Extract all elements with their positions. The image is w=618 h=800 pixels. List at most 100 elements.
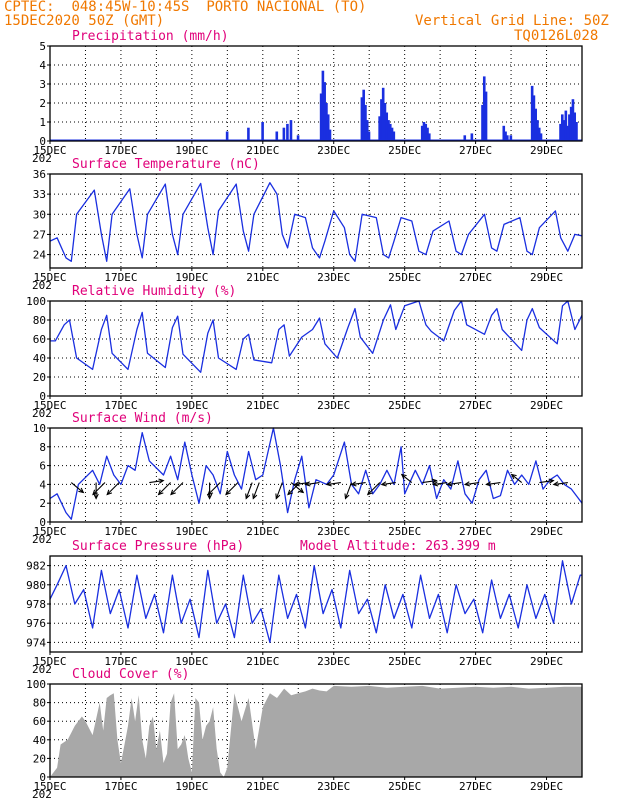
- wind-arrow-head: [380, 481, 387, 487]
- y-tick-label: 6: [39, 460, 46, 473]
- precip-bar: [367, 131, 371, 141]
- wind-arrow-head: [93, 493, 99, 500]
- y-tick-label: 0: [39, 771, 46, 784]
- year-label: 202: [32, 533, 52, 546]
- series-line: [49, 427, 583, 520]
- wind-arrow-head: [552, 481, 559, 487]
- wind-arrow-shaft: [158, 482, 171, 495]
- wind-arrow-head: [287, 489, 293, 496]
- precip-bar: [286, 123, 289, 141]
- precip-bar: [539, 133, 543, 141]
- x-tick-label: 25DEC: [388, 655, 421, 668]
- x-tick-label: 19DEC: [175, 399, 208, 412]
- wind-arrow-head: [304, 481, 311, 487]
- x-tick-label: 17DEC: [104, 525, 137, 538]
- x-tick-label: 15DEC: [33, 399, 66, 412]
- precip-bar: [383, 103, 387, 141]
- wind-arrow-head: [510, 473, 517, 480]
- wind-arrow-head: [366, 489, 373, 496]
- y-tick-label: 80: [33, 697, 46, 710]
- y-tick-label: 2: [39, 97, 46, 110]
- precip-bar: [380, 99, 383, 141]
- precip-bar: [426, 127, 429, 141]
- y-tick-label: 2: [39, 497, 46, 510]
- x-tick-label: 21DEC: [246, 780, 279, 793]
- x-tick-label: 21DEC: [246, 399, 279, 412]
- series-line: [49, 182, 583, 262]
- precip-bar: [427, 133, 431, 141]
- y-tick-label: 0: [39, 516, 46, 529]
- precip-bar: [388, 123, 392, 141]
- precip-bar: [569, 106, 573, 141]
- wind-arrow-head: [485, 481, 492, 487]
- precip-bar: [564, 110, 568, 141]
- x-tick-label: 19DEC: [175, 271, 208, 284]
- y-tick-label: 980: [26, 579, 46, 592]
- wind-arrow-shaft: [70, 482, 84, 493]
- y-tick-label: 0: [39, 390, 46, 403]
- precip-bar: [385, 112, 389, 141]
- header-line1: CPTEC: 048:45W-10:45S PORTO NACIONAL (TO…: [4, 0, 366, 15]
- wind-arrow-shaft: [275, 482, 283, 499]
- precip-bar: [392, 131, 396, 141]
- precip-bar: [422, 122, 426, 141]
- x-tick-label: 29DEC: [530, 525, 563, 538]
- precip-bar: [261, 122, 264, 141]
- y-tick-label: 80: [33, 314, 46, 327]
- y-tick-label: 30: [33, 208, 46, 221]
- panel-frame: [49, 173, 583, 269]
- precip-bar: [420, 125, 424, 141]
- panel-title: Surface Wind (m/s): [72, 411, 213, 426]
- y-tick-label: 5: [39, 40, 46, 53]
- precip-bar: [296, 135, 300, 141]
- year-label: 202: [32, 279, 52, 292]
- y-tick-label: 33: [33, 188, 46, 201]
- precip-bar: [536, 120, 539, 141]
- panel-title: Relative Humidity (%): [72, 284, 236, 299]
- x-tick-label: 29DEC: [530, 780, 563, 793]
- wind-arrow-head: [158, 478, 165, 484]
- x-tick-label: 21DEC: [246, 271, 279, 284]
- precip-bar: [559, 123, 562, 141]
- x-tick-label: 27DEC: [459, 525, 492, 538]
- year-label: 202: [32, 152, 52, 165]
- y-tick-label: 4: [39, 59, 46, 72]
- wind-arrow-head: [325, 481, 332, 487]
- precip-bar: [381, 87, 385, 141]
- precip-bar: [328, 129, 332, 141]
- precip-bar: [362, 89, 365, 141]
- wind-arrow-shaft: [344, 482, 352, 499]
- x-tick-label: 15DEC: [33, 144, 66, 157]
- year-label: 202: [32, 788, 52, 800]
- y-tick-label: 60: [33, 333, 46, 346]
- x-tick-label: 23DEC: [317, 144, 350, 157]
- panel-title: Cloud Cover (%): [72, 667, 189, 682]
- wind-arrow-shaft: [326, 481, 341, 486]
- x-tick-label: 25DEC: [388, 780, 421, 793]
- x-tick-label: 17DEC: [104, 655, 137, 668]
- wind-arrow-head: [400, 473, 407, 480]
- year-label: 202: [32, 407, 52, 420]
- y-tick-label: 20: [33, 752, 46, 765]
- header-prefix: CPTEC:: [4, 0, 55, 15]
- y-tick-label: 40: [33, 352, 46, 365]
- precip-bar: [575, 122, 578, 141]
- wind-arrow-head: [431, 478, 438, 484]
- wind-arrow-head: [207, 489, 214, 496]
- x-tick-label: 23DEC: [317, 271, 350, 284]
- cloud-cover-area: [50, 685, 582, 777]
- x-tick-label: 17DEC: [104, 780, 137, 793]
- precip-bar: [573, 112, 577, 141]
- wind-arrow-shaft: [447, 481, 462, 486]
- precip-bar: [509, 135, 513, 141]
- y-tick-label: 8: [39, 441, 46, 454]
- wind-arrow-shaft: [252, 482, 260, 499]
- x-tick-label: 23DEC: [317, 655, 350, 668]
- wind-arrow-shaft: [539, 479, 554, 484]
- y-tick-label: 60: [33, 715, 46, 728]
- precip-bar: [282, 127, 286, 141]
- x-tick-label: 21DEC: [246, 655, 279, 668]
- y-tick-label: 100: [26, 678, 46, 691]
- wind-arrow-shaft: [290, 482, 304, 493]
- wind-arrow-head: [350, 481, 357, 487]
